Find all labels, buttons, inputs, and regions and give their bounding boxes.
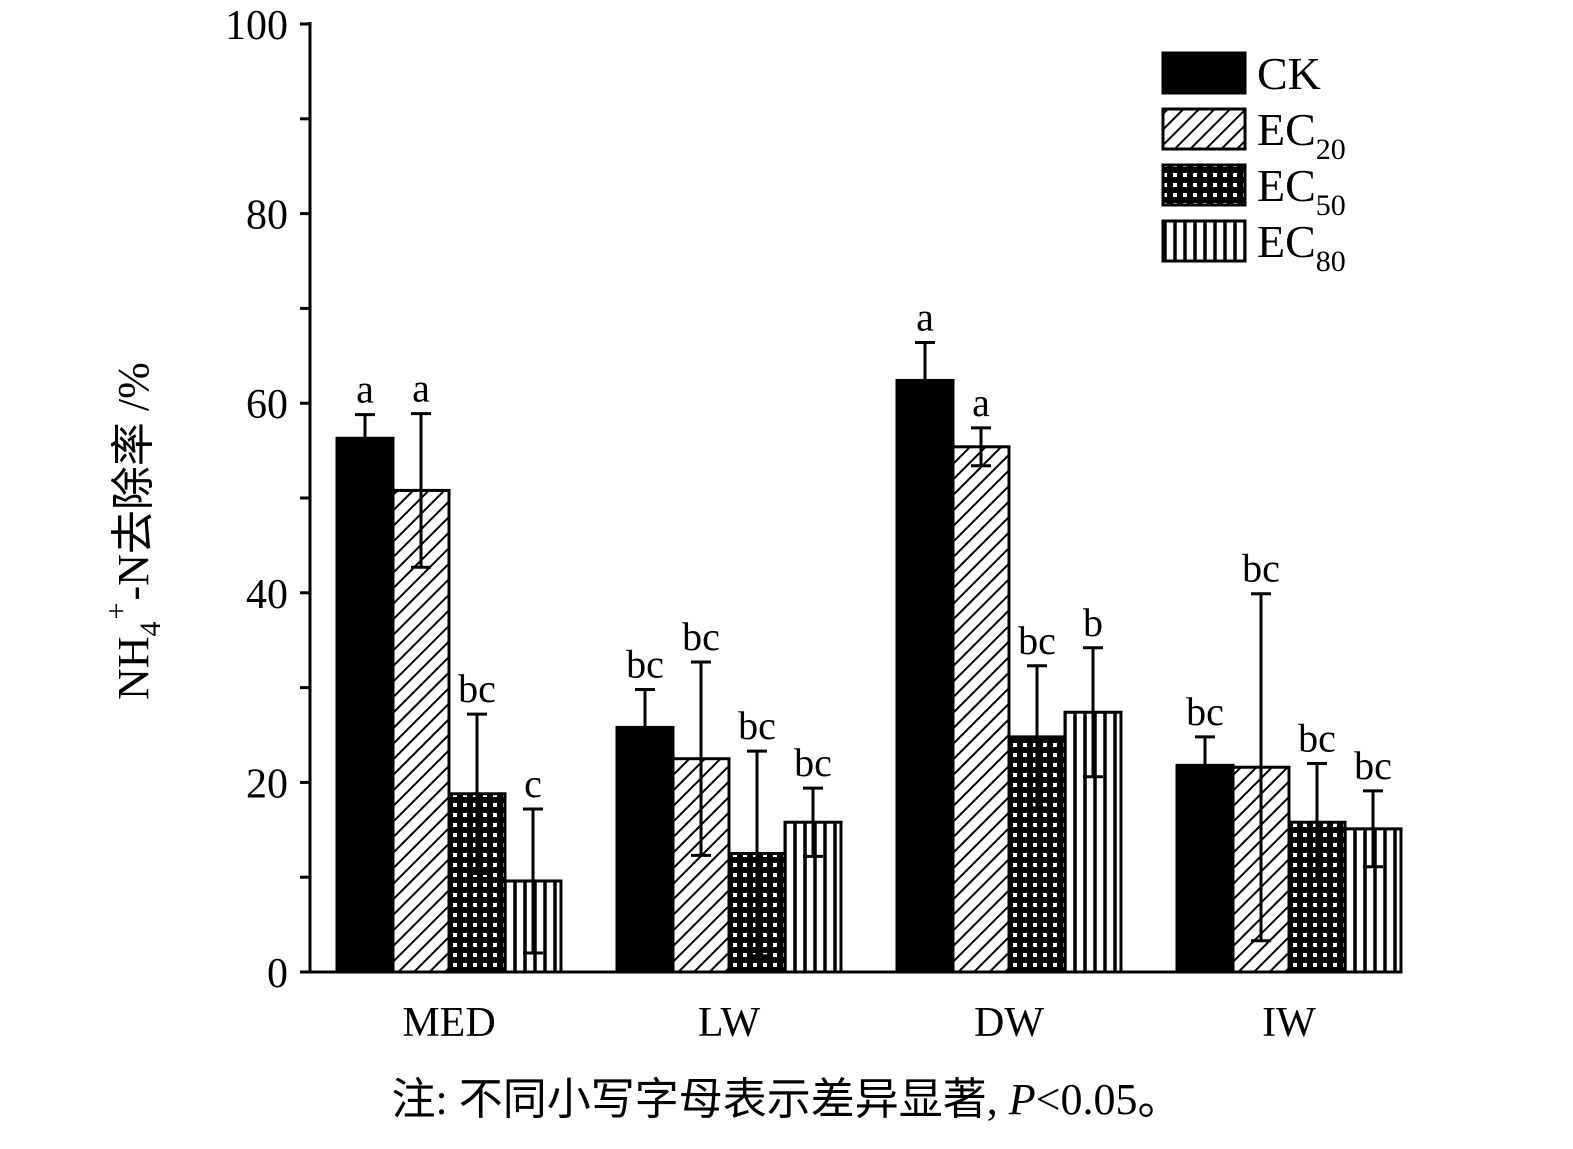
significance-label: bc bbox=[626, 641, 664, 686]
bar-dw-ck bbox=[895, 378, 955, 974]
note-prefix: 注: 不同小写字母表示差异显著, bbox=[391, 1075, 1009, 1124]
legend-swatch-ec50 bbox=[1161, 163, 1247, 207]
bar-med-ec20 bbox=[391, 488, 451, 974]
x-tick-label: LW bbox=[698, 1000, 761, 1046]
significance-label: a bbox=[916, 295, 934, 340]
y-tick-label: 0 bbox=[267, 951, 288, 997]
y-tick-label: 60 bbox=[246, 382, 288, 428]
significance-label: bc bbox=[1354, 743, 1392, 788]
legend-swatch-ck bbox=[1161, 51, 1247, 95]
significance-label: bc bbox=[1242, 546, 1280, 591]
y-tick-label: 100 bbox=[225, 3, 288, 49]
bar-med-ck bbox=[335, 436, 395, 974]
significance-label: bc bbox=[1186, 689, 1224, 734]
significance-label: c bbox=[524, 761, 542, 806]
note-suffix: <0.05。 bbox=[1035, 1075, 1182, 1124]
legend-label-ck: CK bbox=[1257, 48, 1321, 99]
significance-label: bc bbox=[682, 614, 720, 659]
y-tick-label: 20 bbox=[246, 761, 288, 807]
x-tick-label: DW bbox=[974, 1000, 1044, 1046]
note-p: P bbox=[1008, 1075, 1036, 1124]
bar-dw-ec20 bbox=[951, 445, 1011, 974]
y-tick-label: 40 bbox=[246, 572, 288, 618]
significance-label: bc bbox=[1018, 618, 1056, 663]
x-tick-label: MED bbox=[402, 1000, 495, 1046]
x-tick-label: IW bbox=[1262, 1000, 1316, 1046]
y-tick-label: 80 bbox=[246, 193, 288, 239]
y-axis-label-text: NH4+-N去除率 /% bbox=[100, 362, 167, 700]
significance-label: a bbox=[972, 380, 990, 425]
significance-label: b bbox=[1083, 600, 1103, 645]
y-axis-label: NH4+-N去除率 /% bbox=[100, 362, 167, 700]
legend-label-ec80: EC80 bbox=[1257, 216, 1346, 278]
legend-swatch-ec80 bbox=[1161, 219, 1247, 263]
axes-layer: MED LW DW IW 0 20 40 60 80 100 bbox=[225, 3, 1402, 1046]
bar-iw-ec80 bbox=[1343, 827, 1403, 974]
legend-swatch-ec20 bbox=[1161, 107, 1247, 151]
significance-label: bc bbox=[458, 666, 496, 711]
significance-label: bc bbox=[738, 703, 776, 748]
chart-note: 注: 不同小写字母表示差异显著, P<0.05。 bbox=[0, 1078, 1573, 1122]
significance-label: a bbox=[356, 367, 374, 412]
significance-label: bc bbox=[1298, 715, 1336, 760]
significance-label: a bbox=[412, 366, 430, 411]
significance-label: bc bbox=[794, 740, 832, 785]
legend-label-ec50: EC50 bbox=[1257, 160, 1346, 222]
bar-iw-ck bbox=[1175, 763, 1235, 974]
legend-label-ec20: EC20 bbox=[1257, 104, 1346, 166]
